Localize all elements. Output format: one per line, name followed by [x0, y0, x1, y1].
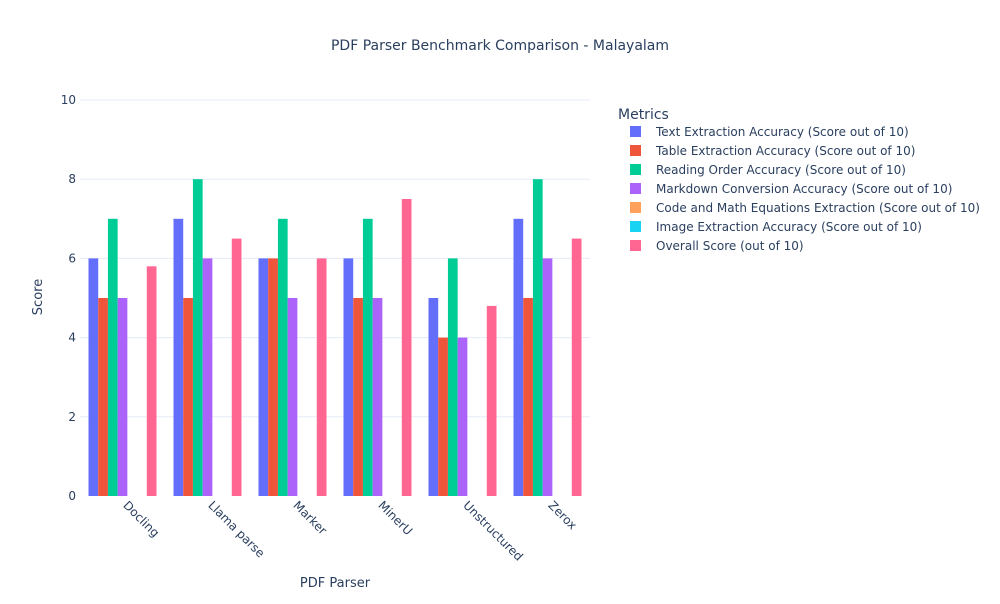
bar[interactable]: [362, 218, 373, 497]
bar[interactable]: [202, 258, 213, 496]
x-tick-label: Unstructured: [460, 498, 525, 563]
y-axis-title: Score: [31, 279, 46, 315]
bar[interactable]: [146, 266, 157, 496]
bar[interactable]: [523, 298, 533, 496]
chart-title: PDF Parser Benchmark Comparison - Malaya…: [331, 38, 669, 54]
legend-swatch[interactable]: [630, 126, 641, 137]
bar[interactable]: [268, 258, 278, 496]
y-tick-label: 0: [68, 489, 76, 503]
y-tick-label: 10: [61, 93, 76, 107]
bar[interactable]: [192, 179, 203, 496]
bar[interactable]: [316, 258, 327, 496]
bar[interactable]: [117, 298, 128, 496]
bar[interactable]: [343, 258, 354, 496]
legend-swatch[interactable]: [630, 183, 641, 194]
x-tick-label: Docling: [120, 498, 162, 540]
y-axis: 0 2 4 6 8 10: [61, 93, 76, 503]
legend: Metrics Text Extraction Accuracy (Score …: [618, 107, 980, 253]
bar[interactable]: [372, 298, 383, 496]
x-tick-label: Llama parse: [205, 498, 267, 560]
bar[interactable]: [107, 218, 118, 497]
bar[interactable]: [438, 337, 448, 496]
bar[interactable]: [513, 218, 524, 497]
legend-item-label[interactable]: Text Extraction Accuracy (Score out of 1…: [655, 125, 909, 139]
x-axis-title: PDF Parser: [300, 576, 371, 591]
bar[interactable]: [486, 305, 497, 496]
legend-item-label[interactable]: Image Extraction Accuracy (Score out of …: [656, 220, 922, 234]
legend-swatch[interactable]: [630, 164, 641, 175]
x-tick-label: Zerox: [545, 498, 579, 532]
legend-item-label[interactable]: Overall Score (out of 10): [656, 239, 804, 253]
legend-swatch[interactable]: [630, 221, 641, 232]
bar[interactable]: [532, 179, 543, 496]
y-tick-label: 8: [68, 172, 76, 186]
bar[interactable]: [231, 238, 242, 496]
x-tick-label: MinerU: [375, 498, 415, 538]
bar[interactable]: [98, 298, 108, 496]
bar[interactable]: [183, 298, 193, 496]
bar[interactable]: [571, 238, 582, 496]
y-tick-label: 4: [68, 331, 76, 345]
grid-layer: [80, 99, 590, 418]
bar[interactable]: [173, 218, 184, 497]
y-tick-label: 6: [68, 251, 76, 265]
bar[interactable]: [287, 298, 298, 496]
legend-item-label[interactable]: Reading Order Accuracy (Score out of 10): [656, 163, 906, 177]
x-axis: Docling Llama parse Marker MinerU Unstructur…: [120, 498, 579, 563]
y-tick-label: 2: [68, 410, 76, 424]
bar[interactable]: [447, 258, 458, 496]
bar[interactable]: [258, 258, 269, 496]
legend-item-label[interactable]: Code and Math Equations Extraction (Scor…: [656, 201, 980, 215]
bar[interactable]: [457, 337, 468, 496]
legend-swatch[interactable]: [630, 145, 641, 156]
bar[interactable]: [277, 218, 288, 497]
bar[interactable]: [542, 258, 553, 496]
x-tick-label: Marker: [290, 498, 329, 537]
legend-swatch[interactable]: [630, 240, 641, 251]
legend-item-label[interactable]: Table Extraction Accuracy (Score out of …: [655, 144, 915, 158]
bar[interactable]: [353, 298, 363, 496]
legend-title: Metrics: [618, 107, 669, 123]
bars-layer: [88, 179, 582, 497]
legend-item-label[interactable]: Markdown Conversion Accuracy (Score out …: [656, 182, 952, 196]
legend-swatch[interactable]: [630, 202, 641, 213]
bar[interactable]: [428, 298, 439, 496]
bar[interactable]: [401, 199, 412, 496]
bar[interactable]: [88, 258, 99, 496]
